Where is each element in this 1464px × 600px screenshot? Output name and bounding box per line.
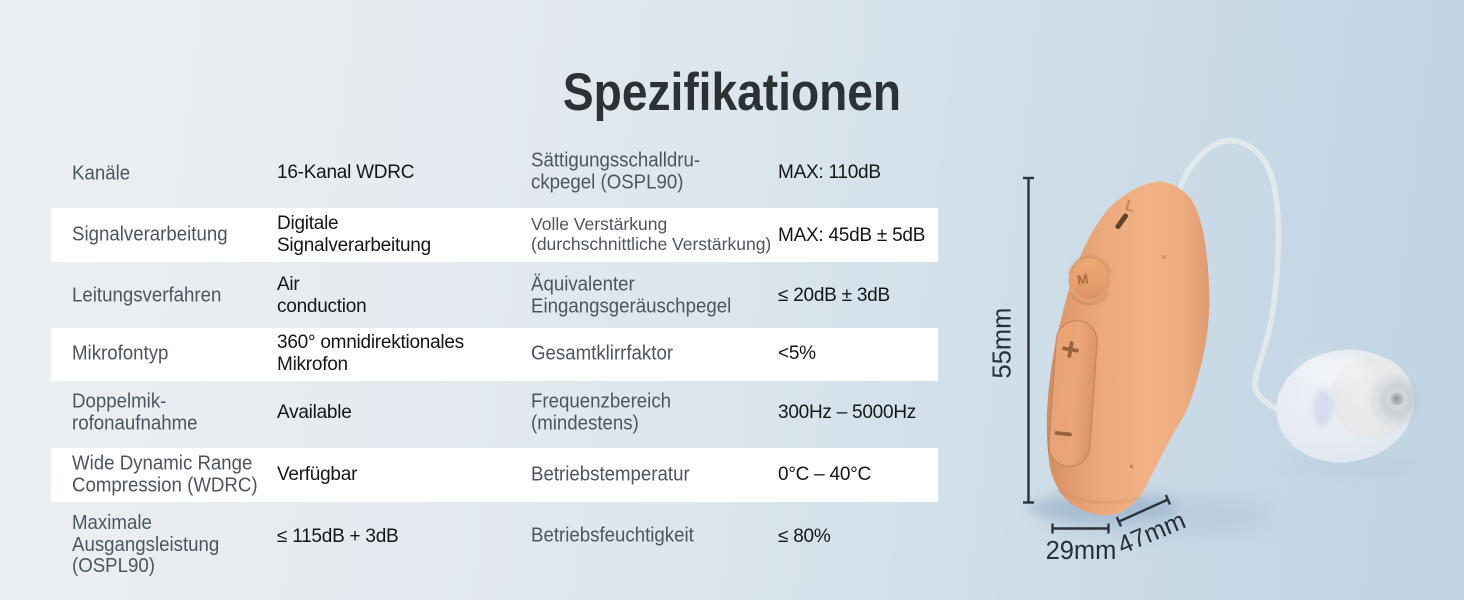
svg-text:55mm: 55mm	[989, 308, 1017, 379]
svg-text:M: M	[1076, 271, 1090, 288]
svg-text:29mm: 29mm	[1046, 537, 1117, 565]
svg-text:L: L	[1123, 197, 1137, 216]
